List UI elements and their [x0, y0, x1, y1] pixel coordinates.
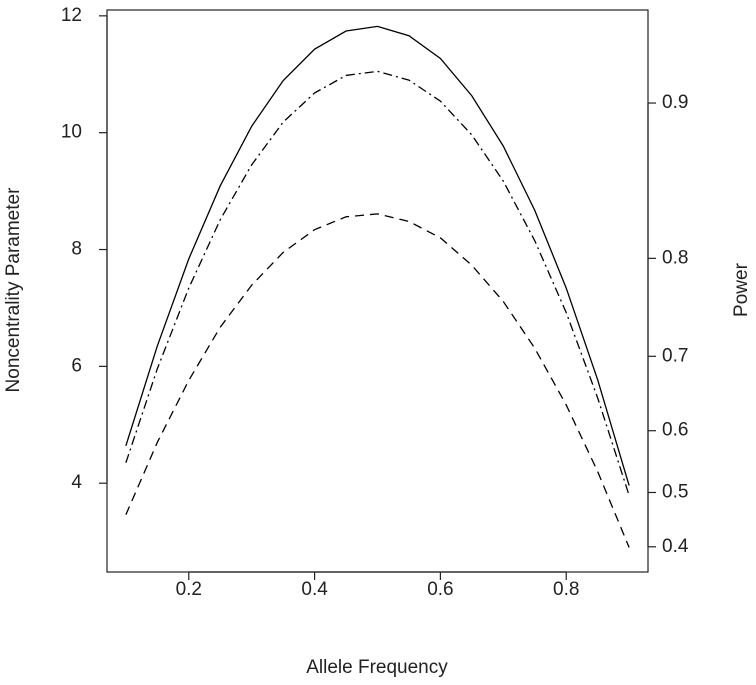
- y-axis-title: Noncentrality Parameter: [3, 187, 24, 393]
- y-tick-label: 8: [71, 239, 82, 260]
- y-tick-label: 6: [71, 355, 82, 376]
- y2-tick-label: 0.8: [662, 247, 688, 268]
- y2-tick-label: 0.7: [662, 345, 688, 366]
- series-line: [125, 70, 630, 496]
- y-tick-label: 12: [61, 5, 82, 26]
- x-tick-label: 0.6: [427, 579, 453, 600]
- y2-tick-label: 0.4: [662, 536, 689, 557]
- x-tick-label: 0.4: [301, 579, 328, 600]
- series-line: [125, 213, 630, 548]
- y-tick-label: 10: [61, 122, 82, 143]
- y2-tick-label: 0.9: [662, 92, 688, 113]
- x-tick-label: 0.2: [176, 579, 202, 600]
- x-tick-label: 0.8: [553, 579, 579, 600]
- series-line: [125, 25, 630, 486]
- y-tick-label: 4: [71, 472, 82, 493]
- y2-tick-label: 0.6: [662, 420, 688, 441]
- y2-axis-title: Power: [731, 262, 752, 317]
- x-axis-title: Allele Frequency: [306, 657, 448, 678]
- y2-tick-label: 0.5: [662, 482, 688, 503]
